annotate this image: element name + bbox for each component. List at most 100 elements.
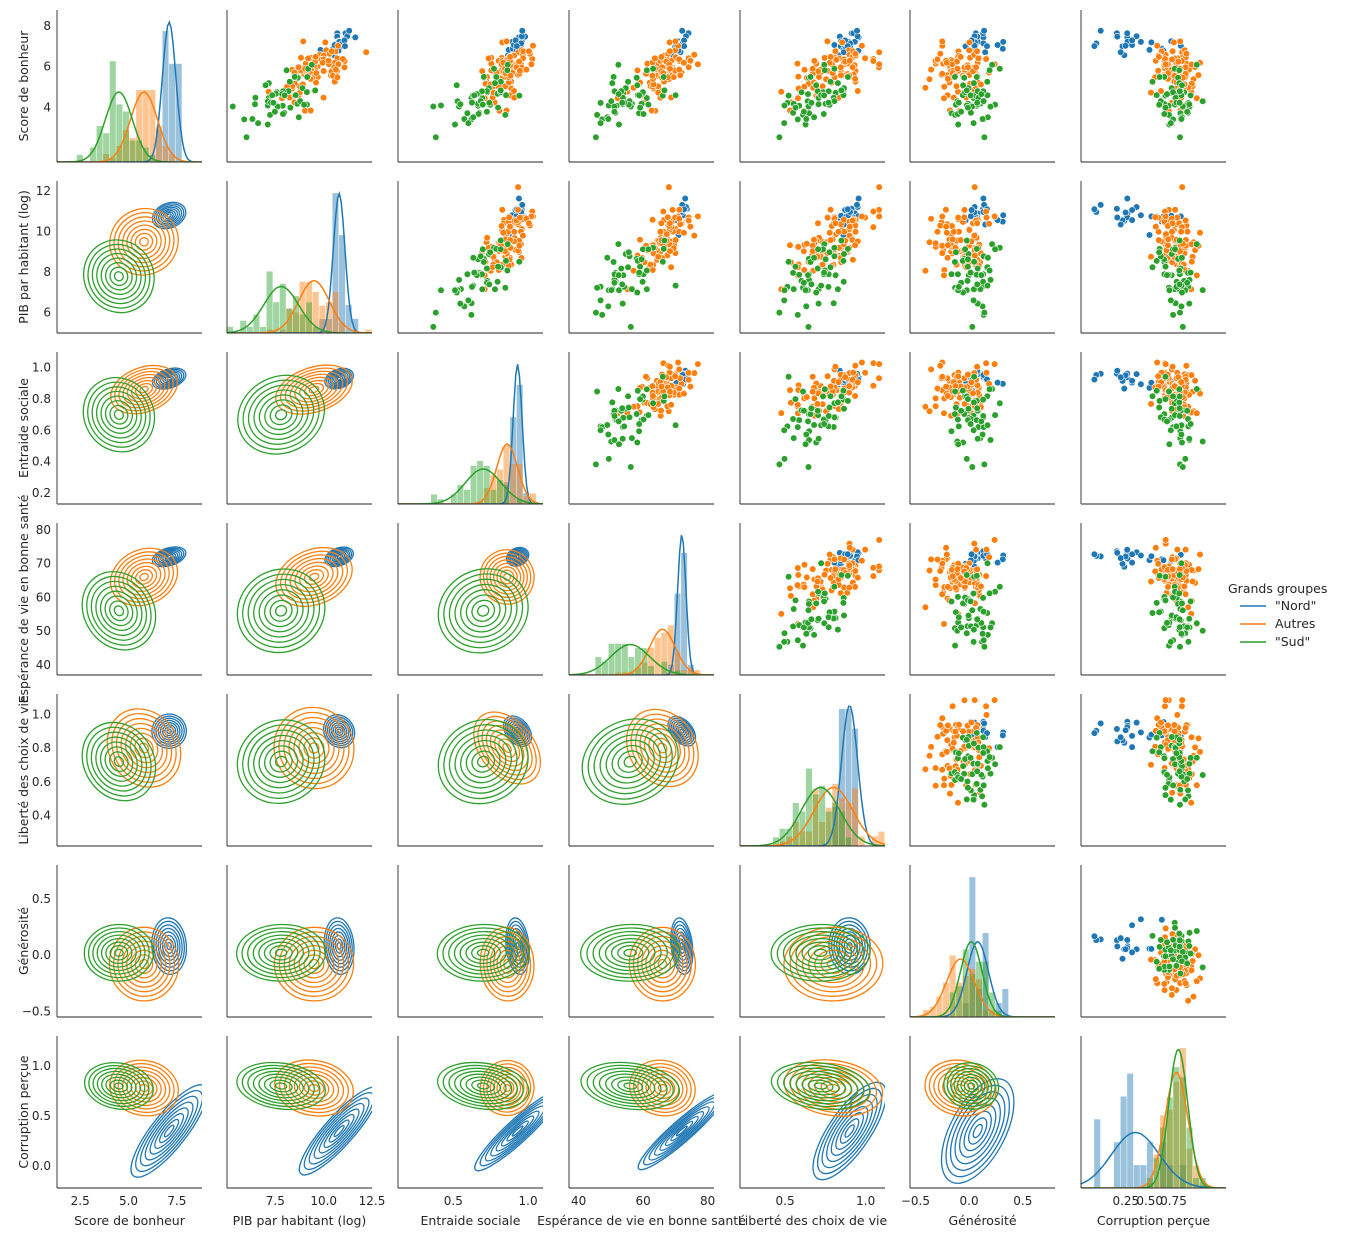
hist-bar xyxy=(661,632,668,675)
scatter-point xyxy=(694,360,702,368)
hist-bar xyxy=(1166,1097,1173,1188)
scatter-point xyxy=(979,194,988,203)
scatter-point xyxy=(262,81,270,89)
hist-bar xyxy=(845,709,852,846)
kde-curve xyxy=(57,20,202,162)
scatter-point xyxy=(827,574,835,582)
scatter-point xyxy=(312,53,320,61)
scatter-point xyxy=(659,207,667,216)
scatter-point xyxy=(825,248,834,256)
scatter-point xyxy=(940,409,948,417)
scatter-point xyxy=(940,271,948,280)
kde-contour xyxy=(113,756,125,768)
kde-contour xyxy=(100,257,138,296)
scatter-point xyxy=(468,283,476,291)
scatter-point xyxy=(1097,719,1105,728)
scatter-point xyxy=(494,103,502,112)
scatter-point xyxy=(851,228,860,236)
scatter-point xyxy=(954,270,962,278)
scatter-point xyxy=(1177,378,1185,386)
kde-contour xyxy=(643,728,681,768)
y-axis-label: Corruption perçue xyxy=(16,1055,31,1168)
scatter-point xyxy=(969,119,978,127)
scatter-point xyxy=(1167,638,1175,646)
scatter-point xyxy=(964,255,972,263)
kde-contour xyxy=(967,1117,988,1145)
scatter-point xyxy=(985,220,993,228)
scatter-point xyxy=(966,420,975,428)
scatter-point xyxy=(780,455,789,463)
scatter-point xyxy=(264,120,272,129)
scatter-point xyxy=(1171,924,1179,932)
panel-content xyxy=(775,536,883,651)
column-axis-labels: Score de bonheur PIB par habitant (log) En… xyxy=(74,1213,1210,1228)
scatter-point xyxy=(938,212,946,221)
scatter-point xyxy=(1199,97,1207,105)
y-tick-label: 0.6 xyxy=(32,423,51,437)
scatter-point xyxy=(996,399,1004,407)
kde-contour xyxy=(657,1083,668,1093)
kde-contour xyxy=(86,575,152,646)
scatter-point xyxy=(627,463,635,471)
x-tick-label: 0.5 xyxy=(1013,1194,1032,1208)
scatter-point xyxy=(667,401,675,409)
scatter-point xyxy=(966,597,975,606)
scatter-point xyxy=(814,219,822,227)
y-tick-label: 0.4 xyxy=(32,455,51,469)
scatter-point xyxy=(949,572,957,580)
kde-curve xyxy=(740,786,885,846)
kde-contour xyxy=(130,1084,202,1178)
scatter-point xyxy=(869,382,877,390)
scatter-point xyxy=(686,57,695,65)
scatter-point xyxy=(964,103,972,112)
scatter-point xyxy=(943,59,951,67)
kde-contour xyxy=(113,1062,175,1114)
kde-contour xyxy=(279,1062,349,1114)
hist-bar xyxy=(155,129,162,162)
panel-content xyxy=(569,535,714,675)
scatter-point xyxy=(499,229,507,237)
kde-contour xyxy=(963,1079,979,1093)
scatter-point xyxy=(806,410,815,418)
scatter-point xyxy=(991,411,999,419)
scatter-point xyxy=(804,90,812,98)
hist-bar xyxy=(838,811,845,846)
kde-contour xyxy=(104,595,134,627)
scatter-point xyxy=(636,103,644,112)
scatter-point xyxy=(527,60,536,68)
pairplot-panels: 4686810120.20.40.60.81.040506070800.40.6… xyxy=(22,10,1226,1208)
panel-4-2 xyxy=(397,694,543,847)
kde-curve xyxy=(57,91,202,162)
scatter-point xyxy=(624,392,632,400)
scatter-point xyxy=(644,411,653,419)
scatter-point xyxy=(957,236,965,244)
scatter-point xyxy=(839,257,848,265)
scatter-point xyxy=(793,581,802,589)
kde-contour xyxy=(593,728,667,795)
hist-bar xyxy=(490,489,497,504)
scatter-point xyxy=(675,65,683,74)
hist-bar xyxy=(1140,1165,1147,1188)
scatter-point xyxy=(970,232,978,240)
scatter-point xyxy=(854,378,862,387)
scatter-point xyxy=(999,731,1007,740)
scatter-point xyxy=(649,392,657,400)
hist-bar xyxy=(628,657,635,675)
x-tick-label: 12.5 xyxy=(359,1194,386,1208)
scatter-point xyxy=(1161,263,1170,271)
y-tick-label: 70 xyxy=(36,557,51,571)
scatter-point xyxy=(300,101,308,109)
scatter-point xyxy=(624,263,632,271)
kde-contour xyxy=(334,375,344,382)
hist-bar xyxy=(312,291,319,333)
scatter-point xyxy=(777,409,785,417)
scatter-point xyxy=(1148,78,1157,86)
hist-bar xyxy=(155,125,162,162)
scatter-point xyxy=(809,65,817,73)
scatter-point xyxy=(1181,216,1190,225)
kde-contour xyxy=(454,583,512,638)
scatter-point xyxy=(1183,959,1191,968)
scatter-point xyxy=(1193,781,1201,789)
panel-3-1 xyxy=(226,523,372,676)
scatter-point xyxy=(1120,385,1128,393)
